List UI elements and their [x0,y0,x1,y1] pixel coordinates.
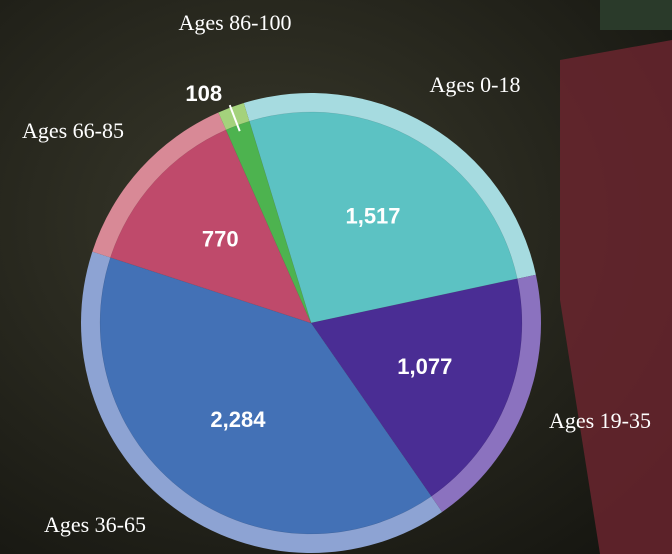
category-label: Ages 66-85 [22,118,124,143]
value-label: 1,517 [345,203,400,228]
value-label: 1,077 [397,354,452,379]
category-label: Ages 19-35 [549,408,651,433]
background-foliage [600,0,672,30]
value-label: 770 [202,227,239,252]
value-label: 108 [185,81,222,106]
category-label: Ages 86-100 [178,10,291,35]
value-label: 2,284 [210,407,266,432]
chart: 1,517 Ages 0-18 1,077 Ages 19-35 2,284 Ages 3… [0,0,672,554]
category-label: Ages 36-65 [44,512,146,537]
page: {"chart_data": {"type": "pie", "categori… [0,0,672,554]
category-label: Ages 0-18 [429,72,520,97]
